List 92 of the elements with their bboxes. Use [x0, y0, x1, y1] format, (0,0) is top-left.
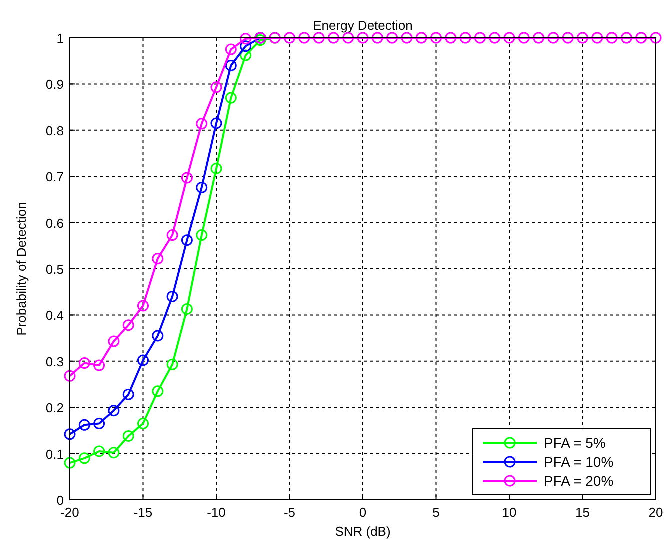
- point: [94, 418, 106, 430]
- legend-label: PFA = 10%: [544, 454, 614, 470]
- point: [196, 230, 208, 242]
- point: [254, 34, 266, 46]
- point: [138, 418, 149, 430]
- point: [416, 32, 428, 44]
- point: [122, 388, 134, 400]
- point: [504, 32, 516, 44]
- legend-label: PFA = 5%: [544, 435, 606, 451]
- point: [401, 32, 413, 44]
- point: [225, 92, 237, 104]
- point: [122, 430, 134, 442]
- x-tick-label: 5: [432, 505, 440, 520]
- point: [225, 44, 237, 56]
- point: [518, 32, 530, 44]
- point: [460, 32, 472, 44]
- point: [108, 336, 120, 348]
- point: [474, 32, 486, 44]
- point: [181, 303, 193, 315]
- point: [196, 182, 208, 194]
- point: [196, 118, 208, 130]
- point: [210, 118, 222, 130]
- x-tick-label: -10: [207, 505, 226, 520]
- point: [489, 32, 501, 44]
- point: [210, 82, 222, 94]
- point: [240, 50, 252, 62]
- point: [636, 32, 648, 44]
- x-tick-label: -20: [60, 505, 80, 520]
- x-tick-label: 20: [648, 505, 664, 520]
- y-tick-label: 0.1: [46, 446, 64, 462]
- point: [166, 230, 178, 242]
- point: [108, 447, 120, 459]
- y-tick-label: 0.5: [46, 262, 64, 277]
- point: [181, 172, 193, 184]
- point: [64, 428, 76, 440]
- y-axis-title: Probability of Detection: [14, 202, 29, 336]
- y-tick-label: 0: [56, 493, 64, 508]
- point: [78, 452, 90, 464]
- y-tick-label: 1: [56, 31, 64, 46]
- point: [210, 162, 222, 174]
- point: [650, 32, 662, 44]
- point: [181, 234, 193, 246]
- point: [298, 32, 310, 44]
- point: [166, 358, 178, 370]
- y-tick-label: 0.6: [46, 216, 64, 231]
- point: [328, 32, 340, 44]
- point: [94, 446, 106, 458]
- point: [122, 320, 134, 332]
- point: [592, 32, 604, 44]
- point: [64, 370, 76, 382]
- point: [166, 290, 178, 302]
- point: [152, 253, 164, 265]
- point: [548, 32, 560, 44]
- y-tick-label: 0.4: [46, 308, 64, 324]
- point: [606, 32, 618, 44]
- y-tick-label: 0.9: [46, 77, 64, 92]
- x-tick-label: 15: [576, 505, 590, 520]
- point: [430, 32, 442, 44]
- point: [108, 405, 120, 417]
- chart-title: Energy Detection: [313, 18, 413, 33]
- y-tick-label: 0.3: [46, 354, 64, 370]
- point: [240, 33, 252, 45]
- y-tick-label: 0.2: [46, 400, 64, 416]
- point: [78, 419, 90, 431]
- point: [562, 32, 574, 44]
- point: [342, 32, 354, 44]
- point: [313, 32, 325, 44]
- point: [138, 354, 149, 366]
- x-axis-title: SNR (dB): [335, 524, 391, 539]
- point: [386, 32, 398, 44]
- point: [94, 360, 106, 372]
- y-tick-label: 0.8: [46, 123, 64, 138]
- point: [78, 358, 90, 369]
- x-tick-label: -5: [284, 505, 296, 520]
- point: [64, 457, 76, 469]
- point: [138, 300, 149, 312]
- point: [372, 32, 384, 44]
- point: [152, 386, 164, 398]
- point: [225, 60, 237, 72]
- legend-label: PFA = 20%: [544, 473, 614, 489]
- point: [577, 32, 588, 44]
- point: [620, 32, 632, 44]
- x-tick-label: 10: [502, 505, 517, 520]
- x-tick-label: -15: [134, 505, 153, 520]
- point: [445, 32, 457, 44]
- point: [357, 32, 369, 44]
- point: [533, 32, 545, 44]
- point: [240, 40, 252, 52]
- y-tick-label: 0.7: [46, 170, 64, 185]
- point: [284, 32, 296, 44]
- point: [152, 330, 164, 342]
- x-tick-label: 0: [359, 505, 367, 520]
